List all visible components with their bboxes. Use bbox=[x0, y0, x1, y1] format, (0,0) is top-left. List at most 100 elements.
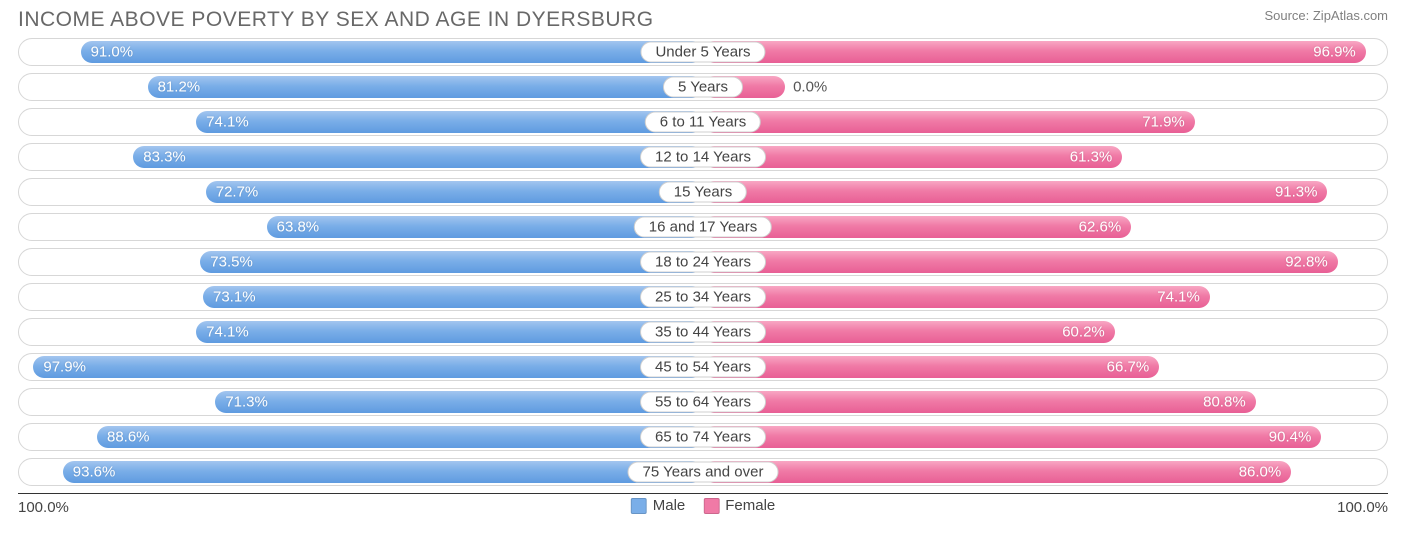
male-bar: 83.3% bbox=[133, 146, 703, 168]
female-half: 90.4% bbox=[703, 424, 1387, 450]
female-bar: 66.7% bbox=[703, 356, 1159, 378]
age-label: 75 Years and over bbox=[628, 462, 779, 483]
male-half: 83.3% bbox=[19, 144, 703, 170]
male-bar: 81.2% bbox=[148, 76, 703, 98]
female-value-label: 74.1% bbox=[1157, 289, 1200, 306]
male-half: 72.7% bbox=[19, 179, 703, 205]
female-half: 80.8% bbox=[703, 389, 1387, 415]
female-value-label: 0.0% bbox=[793, 79, 827, 96]
female-half: 61.3% bbox=[703, 144, 1387, 170]
age-label: 12 to 14 Years bbox=[640, 147, 766, 168]
female-value-label: 71.9% bbox=[1142, 114, 1185, 131]
age-label: 16 and 17 Years bbox=[634, 217, 772, 238]
male-value-label: 74.1% bbox=[206, 114, 249, 131]
female-value-label: 92.8% bbox=[1285, 254, 1328, 271]
chart-row: 97.9% 66.7%45 to 54 Years bbox=[18, 353, 1388, 381]
female-half: 62.6% bbox=[703, 214, 1387, 240]
chart-row: 74.1%60.2%35 to 44 Years bbox=[18, 318, 1388, 346]
age-label: 6 to 11 Years bbox=[645, 112, 761, 133]
female-value-label: 62.6% bbox=[1079, 219, 1122, 236]
axis-label-right: 100.0% bbox=[1337, 499, 1388, 516]
axis-label-left: 100.0% bbox=[18, 499, 69, 516]
male-bar: 73.5% bbox=[200, 251, 703, 273]
chart-row: 81.2% 0.0% 5 Years bbox=[18, 73, 1388, 101]
male-half: 73.1% bbox=[19, 284, 703, 310]
male-bar: 97.9% bbox=[33, 356, 703, 378]
male-value-label: 93.6% bbox=[73, 464, 116, 481]
male-half: 81.2% bbox=[19, 74, 703, 100]
male-half: 63.8% bbox=[19, 214, 703, 240]
female-half: 74.1% bbox=[703, 284, 1387, 310]
male-value-label: 72.7% bbox=[216, 184, 259, 201]
male-half: 74.1% bbox=[19, 109, 703, 135]
female-value-label: 86.0% bbox=[1239, 464, 1282, 481]
chart-header: INCOME ABOVE POVERTY BY SEX AND AGE IN D… bbox=[0, 0, 1406, 36]
age-label: Under 5 Years bbox=[640, 42, 765, 63]
legend-label-male: Male bbox=[653, 497, 686, 514]
legend-item-male: Male bbox=[631, 497, 686, 514]
chart-row: 73.5%92.8%18 to 24 Years bbox=[18, 248, 1388, 276]
male-bar: 88.6% bbox=[97, 426, 703, 448]
female-value-label: 61.3% bbox=[1070, 149, 1113, 166]
chart-row: 74.1% 71.9% 6 to 11 Years bbox=[18, 108, 1388, 136]
female-half: 0.0% bbox=[703, 74, 1387, 100]
chart-row: 88.6% 90.4% 65 to 74 Years bbox=[18, 423, 1388, 451]
male-half: 88.6% bbox=[19, 424, 703, 450]
legend: Male Female bbox=[631, 497, 776, 514]
male-value-label: 88.6% bbox=[107, 429, 150, 446]
male-value-label: 63.8% bbox=[277, 219, 320, 236]
female-bar: 92.8% bbox=[703, 251, 1338, 273]
chart-footer: 100.0% 100.0% Male Female bbox=[0, 493, 1406, 541]
chart-row: 83.3% 61.3% 12 to 14 Years bbox=[18, 143, 1388, 171]
legend-swatch-female bbox=[703, 498, 719, 514]
male-value-label: 91.0% bbox=[91, 44, 134, 61]
male-bar: 72.7% bbox=[206, 181, 703, 203]
legend-item-female: Female bbox=[703, 497, 775, 514]
female-bar: 80.8% bbox=[703, 391, 1256, 413]
female-half: 86.0% bbox=[703, 459, 1387, 485]
chart-title: INCOME ABOVE POVERTY BY SEX AND AGE IN D… bbox=[18, 8, 654, 32]
chart-row: 91.0% 96.9% Under 5 Years bbox=[18, 38, 1388, 66]
male-value-label: 73.1% bbox=[213, 289, 256, 306]
female-value-label: 96.9% bbox=[1313, 44, 1356, 61]
male-value-label: 71.3% bbox=[225, 394, 268, 411]
age-label: 5 Years bbox=[663, 77, 743, 98]
male-value-label: 97.9% bbox=[43, 359, 86, 376]
female-half: 96.9% bbox=[703, 39, 1387, 65]
legend-swatch-male bbox=[631, 498, 647, 514]
axis-line bbox=[18, 493, 1388, 494]
female-half: 66.7% bbox=[703, 354, 1387, 380]
female-bar: 91.3% bbox=[703, 181, 1327, 203]
female-half: 92.8% bbox=[703, 249, 1387, 275]
chart-row: 71.3% 80.8%55 to 64 Years bbox=[18, 388, 1388, 416]
age-label: 25 to 34 Years bbox=[640, 287, 766, 308]
chart-source: Source: ZipAtlas.com bbox=[1264, 8, 1388, 23]
male-bar: 74.1% bbox=[196, 321, 703, 343]
chart-body: 91.0% 96.9% Under 5 Years 81.2% 0.0% 5 Years 7… bbox=[0, 36, 1406, 486]
male-half: 74.1% bbox=[19, 319, 703, 345]
male-bar: 71.3% bbox=[215, 391, 703, 413]
male-value-label: 74.1% bbox=[206, 324, 249, 341]
male-half: 97.9% bbox=[19, 354, 703, 380]
female-bar: 86.0% bbox=[703, 461, 1291, 483]
female-half: 91.3% bbox=[703, 179, 1387, 205]
male-value-label: 73.5% bbox=[210, 254, 253, 271]
age-label: 45 to 54 Years bbox=[640, 357, 766, 378]
chart-row: 73.1% 74.1% 25 to 34 Years bbox=[18, 283, 1388, 311]
female-value-label: 90.4% bbox=[1269, 429, 1312, 446]
female-value-label: 91.3% bbox=[1275, 184, 1318, 201]
female-bar: 71.9% bbox=[703, 111, 1195, 133]
female-bar: 90.4% bbox=[703, 426, 1321, 448]
male-half: 91.0% bbox=[19, 39, 703, 65]
age-label: 65 to 74 Years bbox=[640, 427, 766, 448]
female-bar: 96.9% bbox=[703, 41, 1366, 63]
chart-row: 63.8% 62.6% 16 and 17 Years bbox=[18, 213, 1388, 241]
female-bar: 74.1% bbox=[703, 286, 1210, 308]
male-half: 93.6% bbox=[19, 459, 703, 485]
male-value-label: 83.3% bbox=[143, 149, 186, 166]
age-label: 55 to 64 Years bbox=[640, 392, 766, 413]
chart-row: 93.6% 86.0% 75 Years and over bbox=[18, 458, 1388, 486]
female-half: 71.9% bbox=[703, 109, 1387, 135]
female-value-label: 60.2% bbox=[1062, 324, 1105, 341]
male-value-label: 81.2% bbox=[158, 79, 201, 96]
